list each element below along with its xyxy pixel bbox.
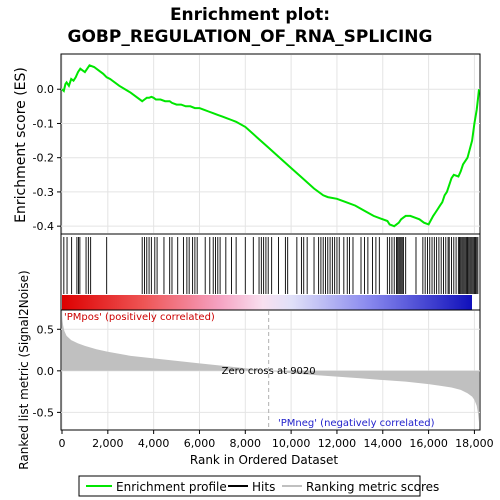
x-tick-label: 18,000: [455, 437, 494, 450]
es-y-axis-label: Enrichment score (ES): [13, 67, 29, 223]
metric-y-tick-label: -0.5: [33, 406, 54, 419]
x-tick-label: 10,000: [272, 437, 311, 450]
chart-title-line2: GOBP_REGULATION_OF_RNA_SPLICING: [68, 27, 433, 47]
es-gridlines: [61, 55, 480, 233]
es-y-ticks: 0.0 -0.1 -0.2 -0.3 -0.4: [33, 83, 61, 233]
x-tick-label: 6,000: [184, 437, 216, 450]
x-tick-label: 4,000: [138, 437, 170, 450]
x-tick-label: 12,000: [318, 437, 357, 450]
x-tick-label: 16,000: [409, 437, 448, 450]
metric-y-ticks: 0.5 0.0 -0.5: [33, 323, 61, 419]
enrichment-profile-line: [61, 64, 480, 228]
chart-title-line1: Enrichment plot:: [170, 5, 330, 25]
x-tick-label: 0: [59, 437, 66, 450]
es-y-tick-label: -0.2: [33, 152, 54, 165]
es-y-tick-label: -0.1: [33, 117, 54, 130]
legend-hits-label: Hits: [252, 480, 275, 494]
x-axis-label: Rank in Ordered Dataset: [190, 453, 338, 467]
es-panel: [60, 53, 481, 235]
es-y-tick-label: 0.0: [37, 83, 55, 96]
hit-markers: [63, 237, 479, 294]
pos-correlated-label: 'PMpos' (positively correlated): [64, 312, 215, 323]
rank-color-bar: [62, 295, 472, 310]
legend-box: [78, 475, 421, 497]
x-tick-label: 8,000: [230, 437, 262, 450]
legend-profile-label: Enrichment profile: [116, 480, 227, 494]
es-y-tick-label: -0.4: [33, 220, 54, 233]
legend: Enrichment profile Hits Ranking metric s…: [78, 475, 439, 497]
legend-metric-label: Ranking metric scores: [306, 480, 439, 494]
x-axis-ticks: 0 2,000 4,000 6,000 8,000 10,000 12,000 14,000 1…: [59, 430, 494, 450]
metric-y-tick-label: 0.5: [37, 323, 55, 336]
x-tick-label: 14,000: [364, 437, 403, 450]
metric-y-axis-label: Ranked list metric (Signal2Noise): [17, 270, 31, 469]
es-y-tick-label: -0.3: [33, 186, 54, 199]
neg-correlated-label: 'PMneg' (negatively correlated): [278, 418, 435, 429]
zero-cross-label: Zero cross at 9020: [222, 366, 316, 377]
metric-y-tick-label: 0.0: [37, 365, 55, 378]
x-tick-label: 2,000: [92, 437, 124, 450]
ranking-metric-area: [62, 316, 479, 423]
